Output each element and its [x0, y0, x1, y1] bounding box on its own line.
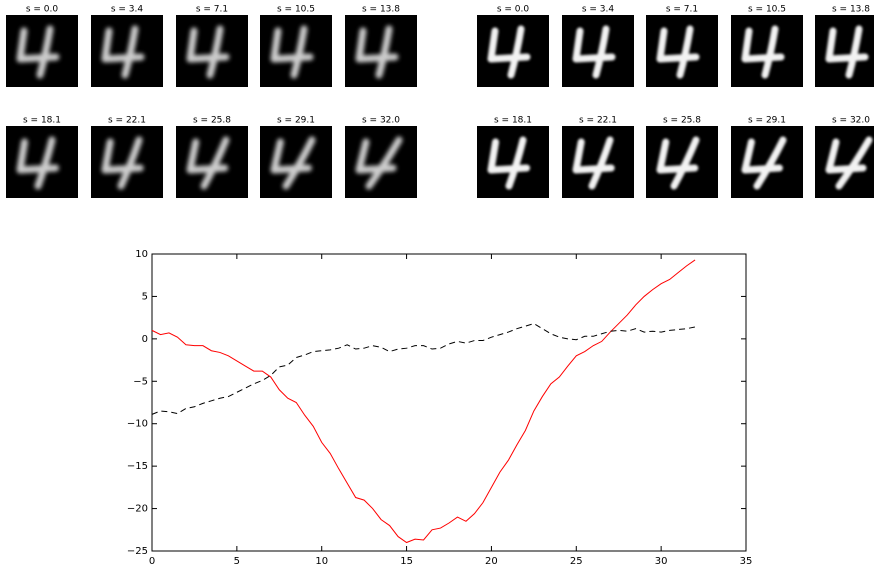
x-tick-label: 10 [315, 556, 328, 567]
thumbnail-title: s = 32.0 [362, 116, 400, 126]
digit-stroke [355, 25, 399, 79]
x-tick-label: 30 [655, 556, 668, 567]
thumbnail-bg [345, 126, 417, 198]
thumbnails: s = 0.0 s = 3.4 s = 7.1 s = 10.5 s = 13.8 s =… [6, 5, 874, 198]
thumbnail-title: s = 7.1 [666, 5, 698, 15]
thumbnail-title: s = 0.0 [26, 5, 59, 15]
thumbnail-bg [91, 126, 163, 198]
digit-stroke [16, 136, 60, 190]
digit-stroke [186, 136, 230, 190]
y-tick-label: −15 [127, 461, 148, 472]
series-line [151, 323, 696, 415]
x-tick-label: 15 [400, 556, 413, 567]
y-tick-label: −20 [127, 504, 148, 515]
thumbnail-bg [176, 126, 248, 198]
thumbnail-bg [477, 126, 549, 198]
thumbnail-title: s = 22.1 [579, 116, 617, 126]
thumbnail-title: s = 3.4 [111, 5, 144, 15]
thumbnail-title: s = 10.5 [277, 5, 315, 15]
thumbnail-title: s = 18.1 [494, 116, 532, 126]
digit-stroke [825, 25, 869, 79]
digit-stroke [487, 25, 531, 79]
thumbnail-title: s = 22.1 [108, 116, 146, 126]
digit-stroke [572, 136, 615, 190]
thumbnail-title: s = 7.1 [196, 5, 228, 15]
digit-stroke [656, 136, 700, 190]
x-tick-label: 35 [740, 556, 753, 567]
digit-stroke [270, 25, 314, 79]
digit-stroke [101, 136, 144, 190]
thumbnail-title: s = 13.8 [362, 5, 400, 15]
thumbnail-title: s = 25.8 [193, 116, 231, 126]
plot-frame [151, 253, 747, 552]
digit-stroke [101, 25, 145, 79]
digit-stroke [487, 136, 531, 190]
digit-stroke [16, 25, 60, 79]
y-tick-label: 10 [135, 249, 148, 260]
digit-stroke [355, 136, 403, 190]
x-tick-label: 5 [234, 556, 240, 567]
x-tick-label: 25 [570, 556, 583, 567]
digit-stroke [656, 25, 700, 79]
thumbnail-bg [6, 126, 78, 198]
digit-stroke [572, 25, 616, 79]
y-tick-label: 0 [142, 334, 148, 345]
y-tick-label: −25 [127, 546, 148, 557]
y-tick-label: −10 [127, 419, 148, 430]
thumbnail-title: s = 29.1 [277, 116, 315, 126]
thumbnail-bg [646, 126, 718, 198]
thumbnail-title: s = 13.8 [832, 5, 870, 15]
thumbnail-bg [562, 126, 634, 198]
series-line [151, 259, 696, 544]
thumbnail-bg [731, 126, 803, 198]
digit-stroke [186, 25, 230, 79]
thumbnail-title: s = 18.1 [23, 116, 61, 126]
x-tick-label: 20 [485, 556, 498, 567]
thumbnail-bg [260, 126, 332, 198]
thumbnail-bg [815, 126, 874, 198]
line-chart: −25 −20 −15 −10 −5 0 5 10 0 5 10 15 20 25 30 35 [127, 249, 752, 567]
x-tick-label: 0 [149, 556, 155, 567]
thumbnail-title: s = 10.5 [748, 5, 786, 15]
thumbnail-title: s = 3.4 [582, 5, 615, 15]
y-tick-label: −5 [133, 376, 148, 387]
thumbnail-title: s = 0.0 [497, 5, 530, 15]
digit-stroke [270, 136, 316, 190]
y-tick-label: 5 [142, 291, 148, 302]
thumbnail-bg [815, 15, 874, 87]
thumbnail-title: s = 32.0 [832, 116, 870, 126]
digit-stroke [741, 136, 787, 190]
digit-stroke [741, 25, 785, 79]
digit-stroke [825, 136, 873, 190]
thumbnail-title: s = 25.8 [663, 116, 701, 126]
thumbnail-title: s = 29.1 [748, 116, 786, 126]
